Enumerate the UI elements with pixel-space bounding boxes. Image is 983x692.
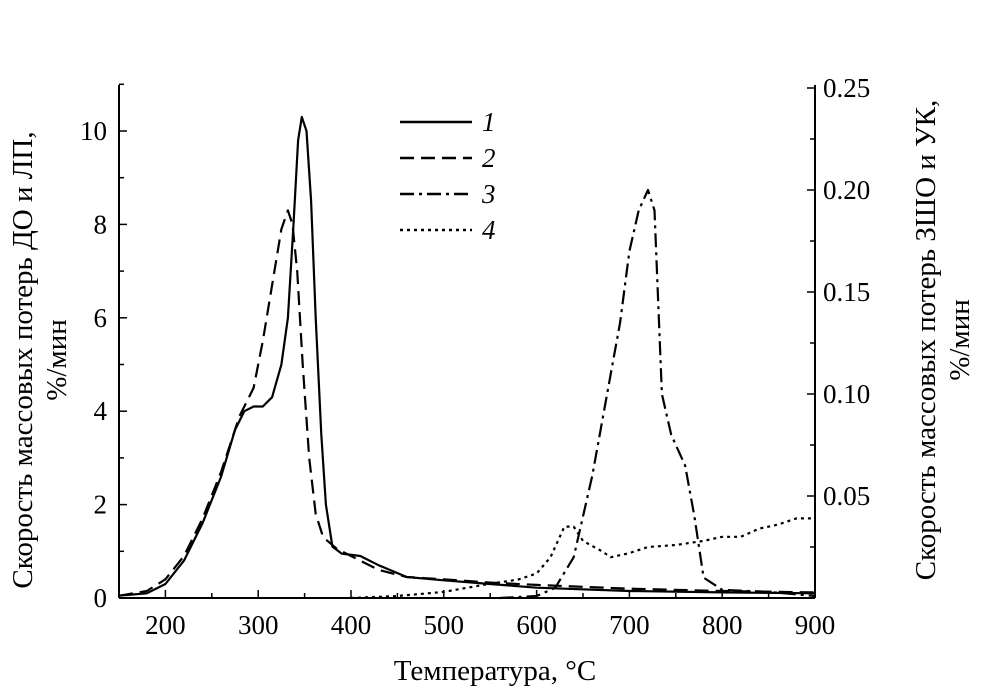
axes xyxy=(118,83,816,599)
left-y-tick-label: 2 xyxy=(94,490,108,520)
x-tick-label: 500 xyxy=(424,610,465,640)
x-tick-label: 800 xyxy=(702,610,743,640)
x-tick-label: 200 xyxy=(145,610,186,640)
series-lines xyxy=(118,115,816,600)
legend: 1 2 3 4 xyxy=(400,107,496,245)
left-y-tick-label: 0 xyxy=(94,583,108,613)
left-y-tick-label: 6 xyxy=(94,303,108,333)
series-2-line xyxy=(118,209,816,597)
right-y-tick-label: 0.05 xyxy=(823,481,870,511)
right-y-label-line1: Скорость массовых потерь ЗШО и УК, xyxy=(910,100,942,580)
right-y-label-line2: %/мин xyxy=(944,299,976,381)
legend-label-1: 1 xyxy=(482,107,496,137)
series-3-line xyxy=(499,188,816,600)
left-y-axis-label: Скорость массовых потерь ДО и ЛП, %/мин xyxy=(7,131,73,588)
series-1-line xyxy=(118,115,816,597)
tick-labels: 200 300 400 500 600 700 800 900 0 2 4 6 8 10 0.05 0.10 0… xyxy=(80,73,870,640)
right-y-tick-label: 0.15 xyxy=(823,277,870,307)
x-tick-label: 400 xyxy=(331,610,372,640)
left-y-label-line1: Скорость массовых потерь ДО и ЛП, xyxy=(7,131,39,588)
series-4-line xyxy=(350,517,815,600)
right-y-tick-label: 0.25 xyxy=(823,73,870,103)
x-tick-label: 600 xyxy=(516,610,557,640)
x-tick-label: 900 xyxy=(795,610,836,640)
x-tick-label: 700 xyxy=(609,610,650,640)
legend-label-4: 4 xyxy=(482,215,496,245)
right-y-tick-label: 0.10 xyxy=(823,379,870,409)
left-y-tick-label: 4 xyxy=(94,396,108,426)
right-y-axis-label: Скорость массовых потерь ЗШО и УК, %/мин xyxy=(910,100,976,580)
legend-label-3: 3 xyxy=(481,179,496,209)
left-y-tick-label: 10 xyxy=(80,116,107,146)
left-y-tick-label: 8 xyxy=(94,209,108,239)
x-tick-label: 300 xyxy=(238,610,279,640)
x-axis-label: Температура, °C xyxy=(394,655,596,687)
left-y-label-line2: %/мин xyxy=(41,319,73,401)
legend-label-2: 2 xyxy=(482,143,496,173)
right-y-tick-label: 0.20 xyxy=(823,175,870,205)
